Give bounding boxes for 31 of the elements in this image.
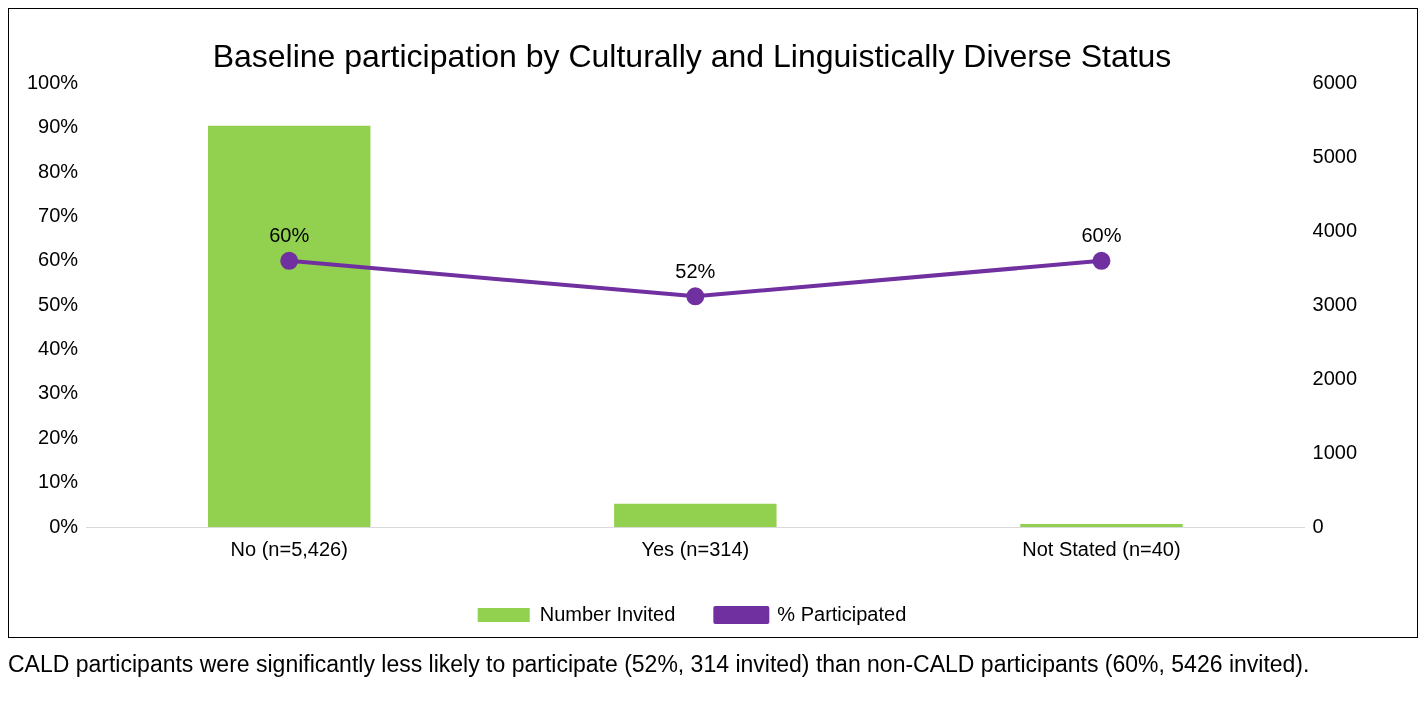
y-tick-label: 70% <box>38 204 79 226</box>
y-tick-label: 50% <box>38 292 79 315</box>
x-tick-label: No (n=5,426) <box>230 537 348 560</box>
data-label: 52% <box>675 259 716 282</box>
y2-tick-label: 3000 <box>1312 292 1358 315</box>
y-tick-label: 80% <box>38 159 79 182</box>
y-tick-label: 0% <box>49 514 79 537</box>
y2-tick-label: 2000 <box>1312 366 1358 389</box>
y2-tick-label: 4000 <box>1312 218 1358 241</box>
data-label: 60% <box>1081 224 1122 247</box>
bar <box>614 503 777 527</box>
data-label: 60% <box>269 224 310 247</box>
y-tick-label: 40% <box>38 337 79 360</box>
legend-label: Number Invited <box>539 602 676 625</box>
x-tick-label: Not Stated (n=40) <box>1022 537 1181 560</box>
text: CALD participants were significantly less likely to participate (52%, 314 invited) than non-CALD participants (60%, 5426 invited). <box>8 650 1311 679</box>
y2-tick-label: 6000 <box>1312 70 1358 93</box>
legend-label: % Participated <box>777 602 907 625</box>
bar <box>1020 524 1183 527</box>
bar <box>207 125 371 527</box>
y-tick-label: 90% <box>38 115 79 138</box>
y-tick-label: 10% <box>38 470 79 493</box>
chart-title: Baseline participation by Culturally and Linguistically Diverse Status <box>212 38 1172 75</box>
y2-tick-label: 5000 <box>1312 144 1358 167</box>
x-tick-label: Yes (n=314) <box>641 537 750 560</box>
y-tick-label: 20% <box>38 425 79 448</box>
y-tick-label: 30% <box>38 381 79 404</box>
y2-tick-label: 1000 <box>1312 440 1358 463</box>
y2-tick-label: 0 <box>1312 514 1324 537</box>
y-tick-label: 60% <box>38 248 79 271</box>
y-tick-label: 100% <box>27 70 79 93</box>
